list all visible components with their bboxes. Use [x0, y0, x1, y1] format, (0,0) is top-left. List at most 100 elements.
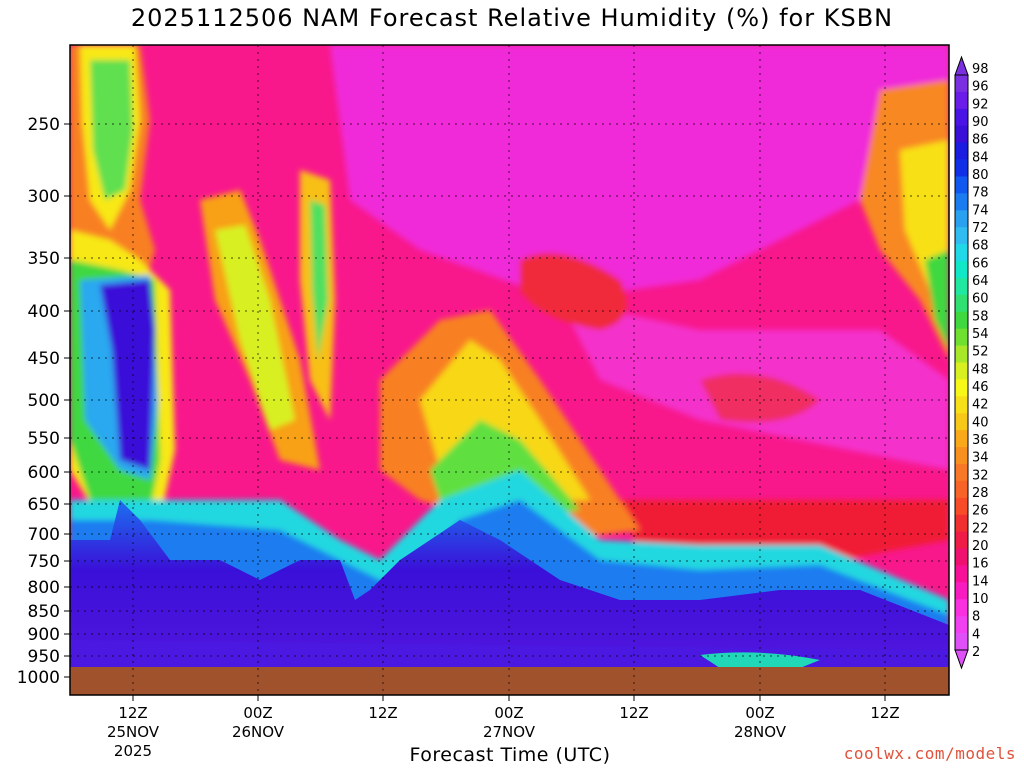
x-tick-label: 00Z: [745, 704, 774, 722]
colorbar-border: [954, 74, 969, 651]
x-tick-label: 12Z: [870, 704, 899, 722]
colorbar-label: 54: [972, 327, 989, 342]
colorbar-label: 46: [972, 380, 989, 395]
y-tick-850: 850: [28, 602, 60, 622]
x-axis-title: Forecast Time (UTC): [409, 744, 611, 766]
colorbar-swatch: [955, 413, 968, 431]
colorbar-label: 86: [972, 133, 989, 148]
colorbar-swatch: [955, 531, 968, 550]
colorbar-label: 78: [972, 186, 989, 201]
colorbar-swatch: [955, 142, 968, 161]
y-tick-250: 250: [28, 115, 60, 135]
x-tick-label: 12Z: [118, 704, 147, 722]
y-tick-450: 450: [28, 349, 60, 369]
colorbar-swatch: [955, 463, 968, 482]
colorbar-label: 58: [972, 309, 989, 324]
colorbar-label: 64: [972, 274, 989, 289]
colorbar-swatch: [955, 582, 968, 600]
y-tick-700: 700: [28, 525, 60, 545]
colorbar-label: 36: [972, 433, 989, 448]
x-axis: 12Z 25NOV 2025 00Z 26NOV 12Z 00Z 27NOV 1…: [107, 695, 900, 760]
colorbar-label: 26: [972, 504, 989, 519]
colorbar-swatch: [955, 159, 968, 177]
colorbar-swatch: [955, 75, 968, 93]
colorbar-label: 90: [972, 115, 989, 130]
colorbar-swatch: [955, 633, 968, 651]
colorbar-label: 32: [972, 468, 989, 483]
y-tick-950: 950: [28, 647, 60, 667]
colorbar-label: 22: [972, 521, 989, 536]
colorbar-label: 60: [972, 292, 989, 307]
y-tick-550: 550: [28, 429, 60, 449]
colorbar-label: 4: [972, 627, 980, 642]
colorbar-label: 48: [972, 362, 989, 377]
colorbar-label: 42: [972, 398, 989, 413]
colorbar-label: 52: [972, 345, 989, 360]
colorbar-label: 66: [972, 256, 989, 271]
colorbar-top-arrow: [954, 55, 969, 76]
x-tick-label: 25NOV: [107, 723, 160, 741]
y-tick-350: 350: [28, 249, 60, 269]
heatmap-field: [70, 45, 949, 695]
colorbar-swatch: [955, 193, 968, 211]
y-tick-1000: 1000: [17, 668, 60, 688]
colorbar-swatch: [955, 294, 968, 313]
colorbar-swatch: [955, 176, 968, 194]
colorbar-swatch: [955, 311, 968, 330]
colorbar-swatch: [955, 379, 968, 397]
colorbar-swatch: [955, 362, 968, 380]
colorbar-label: 40: [972, 415, 989, 430]
x-tick-label: 00Z: [494, 704, 523, 722]
y-tick-600: 600: [28, 463, 60, 483]
colorbar-swatch: [955, 565, 968, 583]
x-tick-label: 00Z: [243, 704, 272, 722]
colorbar-swatch: [955, 396, 968, 414]
colorbar-swatch: [955, 599, 968, 617]
colorbar-swatch: [955, 616, 968, 634]
colorbar-label: 74: [972, 203, 989, 218]
x-tick-label: 26NOV: [232, 723, 285, 741]
y-tick-400: 400: [28, 302, 60, 322]
colorbar-label: 20: [972, 539, 989, 554]
colorbar-swatch: [955, 277, 968, 296]
y-axis: 250 300 350 400 450 500 550 600 650 700 …: [17, 115, 70, 688]
colorbar-swatch: [955, 514, 968, 533]
colorbar-label: 16: [972, 557, 989, 572]
colorbar-label: 80: [972, 168, 989, 183]
colorbar-swatch: [955, 328, 968, 347]
colorbar-swatch: [955, 261, 968, 279]
colorbar-swatch: [955, 430, 968, 448]
colorbar-swatch: [955, 480, 968, 499]
x-tick-label: 28NOV: [734, 723, 787, 741]
y-tick-750: 750: [28, 552, 60, 572]
y-tick-900: 900: [28, 625, 60, 645]
colorbar-label: 34: [972, 451, 989, 466]
x-tick-label: 12Z: [368, 704, 397, 722]
x-tick-label: 12Z: [619, 704, 648, 722]
colorbar: 9896929086848078747268666460585452484642…: [954, 55, 989, 670]
colorbar-label: 2: [972, 645, 980, 660]
y-tick-800: 800: [28, 578, 60, 598]
colorbar-label: 68: [972, 239, 989, 254]
colorbar-label: 98: [972, 62, 989, 77]
colorbar-label: 84: [972, 150, 989, 165]
colorbar-label: 10: [972, 592, 989, 607]
y-tick-500: 500: [28, 391, 60, 411]
colorbar-swatch: [955, 497, 968, 516]
colorbar-label: 28: [972, 486, 989, 501]
x-tick-label: 2025: [114, 742, 152, 760]
colorbar-swatch: [955, 447, 968, 465]
credit-text: coolwx.com/models: [843, 744, 1016, 763]
y-tick-650: 650: [28, 495, 60, 515]
colorbar-swatch: [955, 91, 968, 110]
x-tick-label: 27NOV: [483, 723, 536, 741]
colorbar-swatch: [955, 108, 968, 127]
colorbar-label: 72: [972, 221, 989, 236]
colorbar-swatch: [955, 244, 968, 262]
colorbar-swatch: [955, 210, 968, 228]
colorbar-swatch: [955, 227, 968, 245]
colorbar-label: 8: [972, 610, 980, 625]
colorbar-bottom-arrow: [954, 649, 969, 670]
colorbar-swatch: [955, 548, 968, 566]
